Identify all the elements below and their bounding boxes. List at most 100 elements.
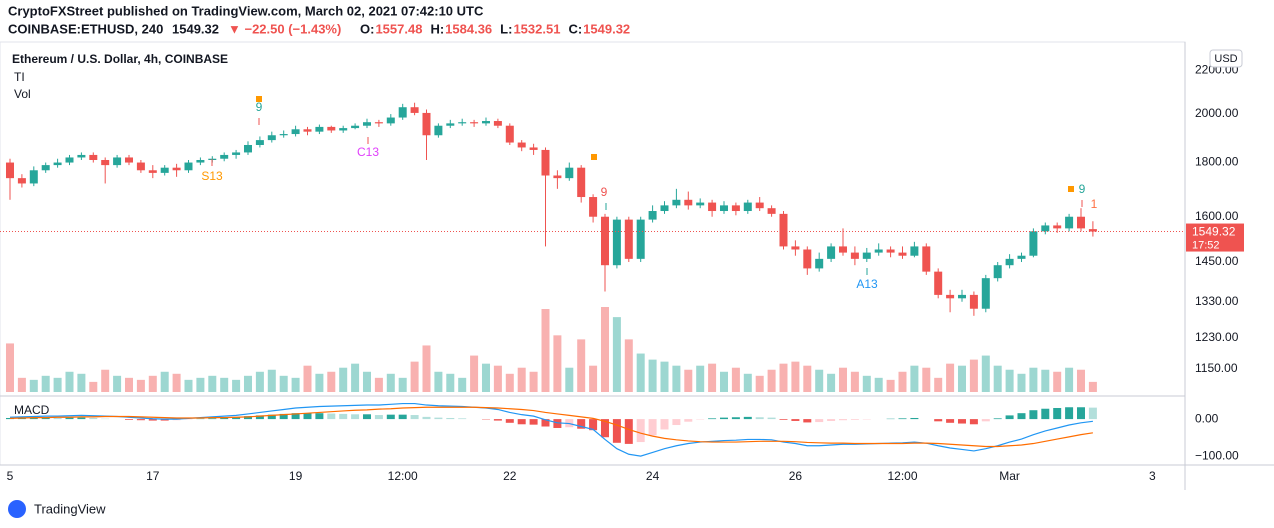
- volume-bar: [232, 379, 241, 392]
- ohlc-value: 1557.48: [375, 21, 422, 36]
- candle-body: [969, 294, 978, 309]
- x-tick-label: 26: [789, 469, 803, 483]
- volume-bar: [113, 375, 122, 392]
- ohlc-value: 1532.51: [513, 21, 560, 36]
- candle-body: [362, 122, 371, 126]
- candle-body: [1076, 216, 1085, 229]
- candle-body: [303, 129, 312, 132]
- macd-histogram: [410, 415, 419, 420]
- macd-line: [9, 402, 1093, 457]
- volume-bar: [838, 367, 847, 392]
- macd-histogram: [89, 417, 98, 420]
- volume-bar: [208, 375, 217, 392]
- candle-body: [731, 205, 740, 212]
- candle-body: [5, 162, 14, 179]
- volume-bar: [886, 379, 895, 392]
- candle-body: [446, 123, 455, 126]
- volume-bar: [1017, 373, 1026, 392]
- macd-histogram: [351, 414, 360, 420]
- candles: [0, 102, 1185, 316]
- macd-histogram: [208, 418, 217, 420]
- y-tick-label: −100.00: [1195, 448, 1239, 462]
- candle-body: [612, 219, 621, 266]
- candle-body: [708, 202, 717, 212]
- macd-histogram: [553, 419, 562, 428]
- y-tick-label: 1600.00: [1195, 209, 1239, 223]
- macd-histogram: [517, 419, 526, 425]
- volume-bar: [910, 365, 919, 392]
- macd-histogram: [981, 419, 990, 422]
- volume-bar: [160, 371, 169, 392]
- chart-frame: [0, 41, 1186, 466]
- volume-bar: [755, 375, 764, 392]
- candle-body: [41, 165, 50, 171]
- volume-bar: [779, 363, 788, 392]
- td-count: 9: [256, 100, 263, 114]
- macd-title: MACD: [14, 403, 50, 417]
- macd-histogram: [731, 417, 740, 420]
- price-change: ▼ −22.50 (−1.43%): [228, 21, 341, 36]
- candle-body: [672, 199, 681, 206]
- candle-body: [922, 246, 931, 272]
- volume-bar: [255, 371, 264, 392]
- macd-histogram: [791, 419, 800, 421]
- macd-histogram: [672, 419, 681, 426]
- macd-histogram: [232, 417, 241, 420]
- candle-body: [458, 122, 467, 124]
- td-icon: [1068, 186, 1074, 192]
- candle-body: [577, 167, 586, 198]
- td-count: C13: [357, 145, 379, 159]
- candle-body: [517, 142, 526, 148]
- macd-histogram: [267, 414, 276, 420]
- volume-bar: [77, 373, 86, 392]
- volume-bar: [696, 365, 705, 392]
- candle-body: [874, 249, 883, 253]
- volume-bar: [434, 371, 443, 392]
- macd-histogram: [624, 419, 633, 444]
- x-tick-label: 19: [289, 469, 303, 483]
- macd-histogram: [160, 419, 169, 421]
- candle-body: [410, 107, 419, 113]
- macd-histogram: [612, 419, 621, 443]
- y-tick-label: 1230.00: [1195, 330, 1239, 344]
- macd-histogram: [815, 419, 824, 423]
- candle-body: [660, 205, 669, 212]
- volume-bar: [517, 367, 526, 392]
- candle-body: [65, 157, 74, 163]
- candle-body: [803, 249, 812, 269]
- macd-histogram: [636, 419, 645, 443]
- candle-body: [553, 175, 562, 179]
- candle-body: [101, 159, 110, 166]
- volume-bar: [279, 375, 288, 392]
- x-tick-label: 12:00: [388, 469, 418, 483]
- candle-body: [255, 140, 264, 145]
- macd-histogram: [827, 419, 836, 421]
- volume-bar: [708, 363, 717, 392]
- volume-bar: [731, 367, 740, 392]
- volume-bar: [362, 371, 371, 392]
- candle-body: [172, 167, 181, 171]
- candle-body: [827, 246, 836, 259]
- currency: USD: [1214, 53, 1237, 65]
- td-count: S13: [201, 169, 223, 183]
- macd-histogram: [803, 419, 812, 423]
- macd-histogram: [458, 418, 467, 420]
- volume: [5, 307, 1097, 392]
- macd-histogram: [850, 419, 859, 420]
- volume-bar: [481, 363, 490, 392]
- td-icon: [256, 96, 262, 102]
- candle-body: [1041, 225, 1050, 232]
- macd-histogram: [327, 413, 336, 420]
- currency-button[interactable]: [1209, 49, 1243, 68]
- macd-histogram: [743, 416, 752, 420]
- candle-body: [779, 213, 788, 247]
- candle-body: [422, 112, 431, 136]
- macd-pane: [5, 402, 1097, 457]
- volume-bar: [565, 367, 574, 392]
- ohlc-value: 1584.36: [445, 21, 492, 36]
- candle-body: [398, 107, 407, 118]
- candle-body: [29, 170, 38, 184]
- volume-bar: [5, 343, 14, 392]
- macd-histogram: [303, 413, 312, 420]
- volume-bar: [386, 373, 395, 392]
